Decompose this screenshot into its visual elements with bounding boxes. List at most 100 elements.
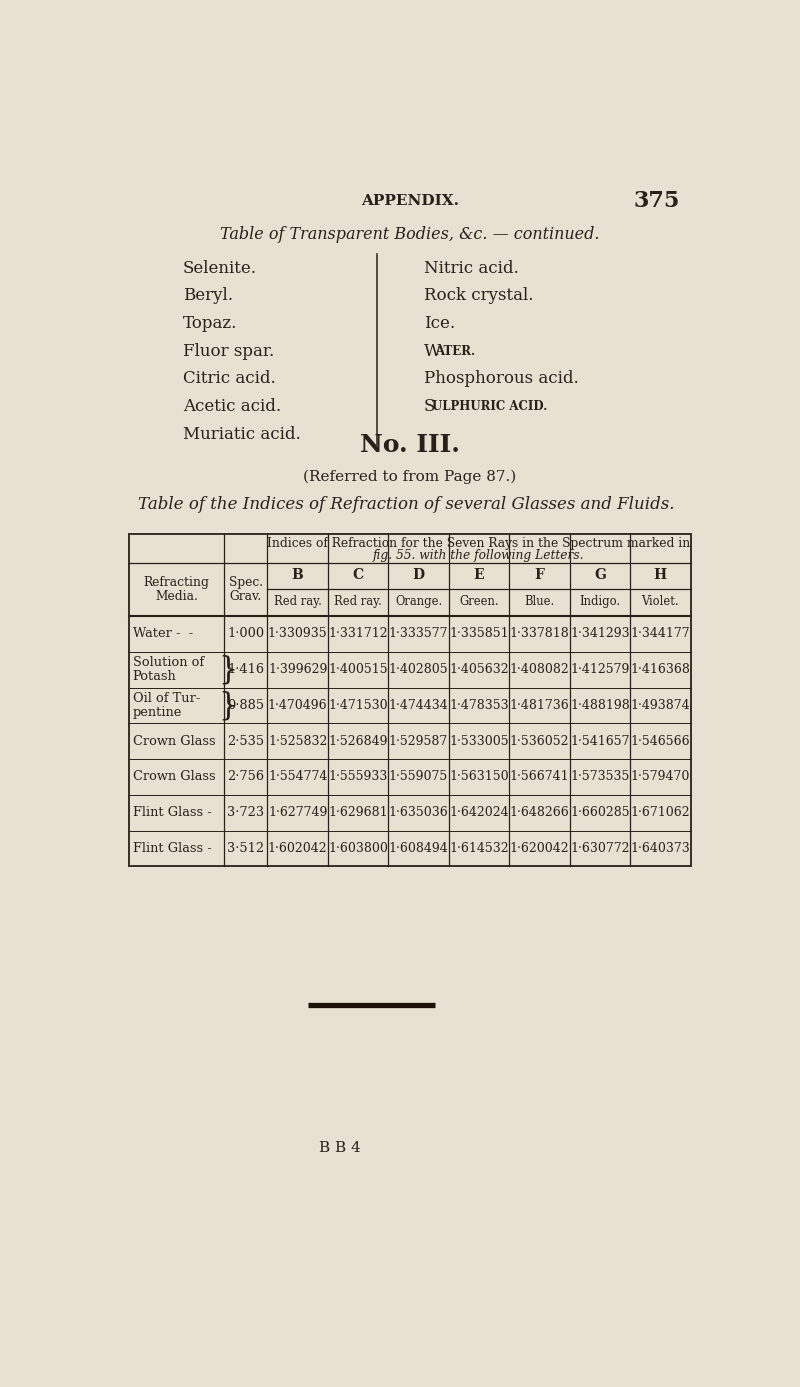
Text: Nitric acid.: Nitric acid. [424, 259, 518, 276]
Text: Oil of Tur-: Oil of Tur- [133, 692, 200, 705]
Text: Selenite.: Selenite. [183, 259, 257, 276]
Text: 1·563150: 1·563150 [449, 771, 509, 784]
Text: 1·554774: 1·554774 [268, 771, 327, 784]
Text: Blue.: Blue. [524, 595, 554, 608]
Text: Muriatic acid.: Muriatic acid. [183, 426, 301, 442]
Text: fig. 55. with the following Letters.: fig. 55. with the following Letters. [374, 549, 585, 562]
Text: ULPHURIC ACID.: ULPHURIC ACID. [432, 401, 547, 413]
Text: Red ray.: Red ray. [334, 595, 382, 608]
Text: 1·579470: 1·579470 [630, 771, 690, 784]
Text: G: G [594, 567, 606, 581]
Text: Citric acid.: Citric acid. [183, 370, 276, 387]
Text: Potash: Potash [133, 670, 176, 684]
Text: 1·471530: 1·471530 [328, 699, 388, 712]
Text: 1·000: 1·000 [227, 627, 264, 641]
Text: Rock crystal.: Rock crystal. [424, 287, 534, 304]
Text: 1·602042: 1·602042 [268, 842, 327, 854]
Bar [130, 534, 690, 867]
Text: 1·630772: 1·630772 [570, 842, 630, 854]
Text: Fluor spar.: Fluor spar. [183, 343, 274, 359]
Text: Water -  -: Water - - [133, 627, 193, 641]
Text: Indigo.: Indigo. [579, 595, 621, 608]
Text: C: C [353, 567, 364, 581]
Text: 1·525832: 1·525832 [268, 735, 327, 748]
Text: 1·400515: 1·400515 [328, 663, 388, 677]
Text: 1·608494: 1·608494 [389, 842, 449, 854]
Text: 1·536052: 1·536052 [510, 735, 569, 748]
Text: 1·474434: 1·474434 [389, 699, 449, 712]
Text: 1·331712: 1·331712 [328, 627, 388, 641]
Text: Flint Glass -: Flint Glass - [133, 806, 211, 820]
Text: (Referred to from Page 87.): (Referred to from Page 87.) [303, 470, 517, 484]
Text: Acetic acid.: Acetic acid. [183, 398, 281, 415]
Text: Grav.: Grav. [230, 589, 262, 603]
Text: Refracting: Refracting [144, 576, 210, 589]
Text: 1·526849: 1·526849 [328, 735, 388, 748]
Text: 1·614532: 1·614532 [449, 842, 509, 854]
Text: 1·341293: 1·341293 [570, 627, 630, 641]
Text: }: } [218, 655, 237, 685]
Text: pentine: pentine [133, 706, 182, 718]
Text: H: H [654, 567, 667, 581]
Text: Red ray.: Red ray. [274, 595, 322, 608]
Text: Crown Glass: Crown Glass [133, 771, 215, 784]
Text: 2·756: 2·756 [227, 771, 264, 784]
Text: Media.: Media. [155, 589, 198, 603]
Text: F: F [534, 567, 544, 581]
Text: Phosphorous acid.: Phosphorous acid. [424, 370, 578, 387]
Text: 1·529587: 1·529587 [389, 735, 448, 748]
Text: }: } [218, 689, 237, 721]
Text: 1·333577: 1·333577 [389, 627, 448, 641]
Text: 1·478353: 1·478353 [449, 699, 509, 712]
Text: B: B [292, 567, 303, 581]
Text: 1·408082: 1·408082 [510, 663, 570, 677]
Text: 1·416368: 1·416368 [630, 663, 690, 677]
Text: 1·533005: 1·533005 [449, 735, 509, 748]
Text: Ice.: Ice. [424, 315, 455, 331]
Text: 1·541657: 1·541657 [570, 735, 630, 748]
Text: 1·412579: 1·412579 [570, 663, 630, 677]
Text: ATER.: ATER. [435, 345, 476, 358]
Text: No. III.: No. III. [360, 433, 460, 458]
Text: Solution of: Solution of [133, 656, 204, 670]
Text: 1·481736: 1·481736 [510, 699, 570, 712]
Text: Topaz.: Topaz. [183, 315, 238, 331]
Text: Beryl.: Beryl. [183, 287, 233, 304]
Text: 1·493874: 1·493874 [630, 699, 690, 712]
Text: 1·627749: 1·627749 [268, 806, 327, 820]
Text: 1·337818: 1·337818 [510, 627, 570, 641]
Text: 1·402805: 1·402805 [389, 663, 448, 677]
Text: 1·603800: 1·603800 [328, 842, 388, 854]
Text: D: D [413, 567, 425, 581]
Text: 1·671062: 1·671062 [630, 806, 690, 820]
Text: Green.: Green. [459, 595, 498, 608]
Text: 3·723: 3·723 [227, 806, 264, 820]
Text: 1·416: 1·416 [227, 663, 264, 677]
Text: Table of the Indices of Refraction of several Glasses and Fluids.: Table of the Indices of Refraction of se… [138, 497, 674, 513]
Text: 1·566741: 1·566741 [510, 771, 570, 784]
Text: S: S [424, 398, 435, 415]
Text: 1·344177: 1·344177 [630, 627, 690, 641]
Text: 1·555933: 1·555933 [328, 771, 388, 784]
Text: E: E [474, 567, 484, 581]
Text: Orange.: Orange. [395, 595, 442, 608]
Text: Flint Glass -: Flint Glass - [133, 842, 211, 854]
Text: 1·642024: 1·642024 [449, 806, 509, 820]
Text: Table of Transparent Bodies, &c. — continued.: Table of Transparent Bodies, &c. — conti… [220, 226, 600, 244]
Text: B B 4: B B 4 [319, 1142, 361, 1155]
Text: Violet.: Violet. [642, 595, 679, 608]
Text: 3·512: 3·512 [227, 842, 264, 854]
Text: 1·330935: 1·330935 [268, 627, 327, 641]
Text: 0·885: 0·885 [227, 699, 264, 712]
Text: Spec.: Spec. [229, 576, 262, 589]
Text: 2·535: 2·535 [227, 735, 264, 748]
Text: 1·405632: 1·405632 [449, 663, 509, 677]
Text: W: W [424, 343, 441, 359]
Text: 1·629681: 1·629681 [328, 806, 388, 820]
Text: 1·635036: 1·635036 [389, 806, 449, 820]
Text: Indices of Refraction for the Seven Rays in the Spectrum marked in: Indices of Refraction for the Seven Rays… [267, 537, 690, 551]
Text: 1·573535: 1·573535 [570, 771, 630, 784]
Text: 1·559075: 1·559075 [389, 771, 448, 784]
Text: 1·620042: 1·620042 [510, 842, 570, 854]
Text: 1·470496: 1·470496 [268, 699, 327, 712]
